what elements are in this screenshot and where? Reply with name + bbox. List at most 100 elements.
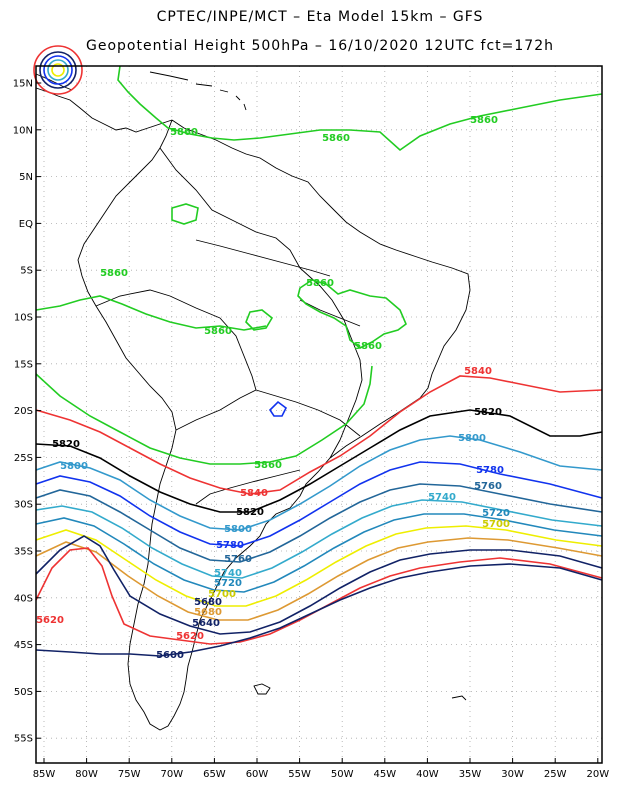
south-georgia — [451, 695, 467, 701]
coastlines — [35, 71, 471, 731]
falkland-islands — [253, 683, 271, 695]
contour-5840 — [35, 375, 603, 495]
lon-label: 70W — [160, 769, 183, 780]
lon-label: 80W — [75, 769, 98, 780]
label-5860: 5860 — [100, 268, 128, 279]
lon-label: 20W — [586, 769, 609, 780]
plot-area — [36, 66, 602, 763]
label-5840: 5840 — [240, 488, 268, 499]
label-5780: 5780 — [216, 540, 244, 551]
contour-5720 — [35, 513, 603, 593]
caribbean-islands — [149, 71, 247, 111]
plot-frame — [35, 65, 603, 764]
label-5800: 5800 — [458, 433, 486, 444]
label-5860: 5860 — [322, 133, 350, 144]
lat-label: 15N — [13, 79, 33, 90]
contour-5860-cell-2 — [297, 279, 407, 349]
contour-5600 — [35, 563, 603, 657]
latitude-labels: 15N 10N 5N EQ 5S 10S 15S 20S 25S 30S 35S 40S 45S 50S 5… — [13, 79, 33, 745]
label-5680: 5680 — [194, 607, 222, 618]
lat-label: 40S — [14, 593, 33, 604]
contour-5780-small — [268, 400, 288, 417]
lat-label: 10N — [13, 125, 33, 136]
label-5680: 5680 — [194, 597, 222, 608]
lon-label: 35W — [459, 769, 482, 780]
label-5860: 5860 — [306, 278, 334, 289]
south-america-coast — [77, 119, 471, 731]
contour-5640 — [35, 535, 603, 635]
contour-5740 — [35, 499, 603, 579]
lon-label: 60W — [246, 769, 269, 780]
lat-label: 5N — [19, 172, 33, 183]
title-line-2: Geopotential Height 500hPa – 16/10/2020 … — [86, 38, 554, 54]
contour-5780 — [35, 461, 603, 547]
label-5720: 5720 — [214, 578, 242, 589]
title-line-1: CPTEC/INPE/MCT – Eta Model 15km – GFS — [157, 9, 484, 25]
label-5700: 5700 — [208, 589, 236, 600]
label-5780: 5780 — [476, 465, 504, 476]
lon-label: 45W — [373, 769, 396, 780]
contour-5680 — [35, 537, 603, 621]
axis-ticks — [36, 82, 599, 763]
label-5840: 5840 — [464, 366, 492, 377]
lat-label: EQ — [19, 219, 33, 230]
label-5600: 5600 — [156, 650, 184, 661]
lat-label: 5S — [20, 266, 33, 277]
label-5740: 5740 — [214, 568, 242, 579]
longitude-labels: 85W 80W 75W 70W 65W 60W 55W 50W 45W 40W 35W 30W 25W 2… — [33, 769, 610, 780]
lat-label: 50S — [14, 687, 33, 698]
contour-5760 — [35, 483, 603, 563]
lat-label: 15S — [14, 359, 33, 370]
lon-label: 85W — [33, 769, 56, 780]
label-5860: 5860 — [170, 127, 198, 138]
low-ring-3 — [43, 55, 73, 85]
low-ring-1 — [51, 63, 65, 77]
label-5720: 5720 — [482, 508, 510, 519]
label-5800: 5800 — [224, 524, 252, 535]
lat-label: 35S — [14, 547, 33, 558]
lon-label: 65W — [203, 769, 226, 780]
label-5640: 5640 — [192, 618, 220, 629]
contour-labels: 5860 5860 5860 5860 5860 5860 5860 5860 … — [36, 115, 510, 661]
contour-5860-west — [35, 295, 373, 465]
central-america-coast — [35, 87, 173, 133]
label-5820: 5820 — [236, 507, 264, 518]
label-5740: 5740 — [428, 492, 456, 503]
contour-5620 — [35, 547, 603, 645]
contour-5700 — [35, 525, 603, 607]
contours — [33, 45, 603, 657]
lon-label: 50W — [331, 769, 354, 780]
central-america-coast-north — [35, 73, 73, 91]
contour-5800 — [35, 435, 603, 531]
contour-5860-cell-3 — [245, 309, 274, 331]
lat-label: 30S — [14, 500, 33, 511]
label-5860: 5860 — [204, 326, 232, 337]
gridlines — [36, 66, 602, 763]
low-ring-2 — [47, 59, 69, 81]
lon-label: 25W — [544, 769, 567, 780]
label-5760: 5760 — [224, 554, 252, 565]
label-5860: 5860 — [354, 341, 382, 352]
interior-rivers — [195, 239, 361, 327]
low-ring-4 — [39, 51, 77, 89]
label-5860: 5860 — [254, 460, 282, 471]
country-borders — [95, 147, 363, 505]
label-5620: 5620 — [176, 631, 204, 642]
label-5820: 5820 — [474, 407, 502, 418]
label-5620: 5620 — [36, 615, 64, 626]
lon-label: 55W — [288, 769, 311, 780]
lat-label: 45S — [14, 640, 33, 651]
label-5820: 5820 — [52, 439, 80, 450]
lat-label: 55S — [14, 734, 33, 745]
label-5800: 5800 — [60, 461, 88, 472]
low-ring-5 — [33, 45, 83, 95]
label-5700: 5700 — [482, 519, 510, 530]
contour-5860-cell-1 — [171, 203, 199, 225]
contour-5820 — [35, 409, 603, 513]
label-5760: 5760 — [474, 481, 502, 492]
label-5860: 5860 — [470, 115, 498, 126]
contour-5860-north — [117, 65, 603, 152]
lat-label: 25S — [14, 453, 33, 464]
lat-label: 20S — [14, 406, 33, 417]
